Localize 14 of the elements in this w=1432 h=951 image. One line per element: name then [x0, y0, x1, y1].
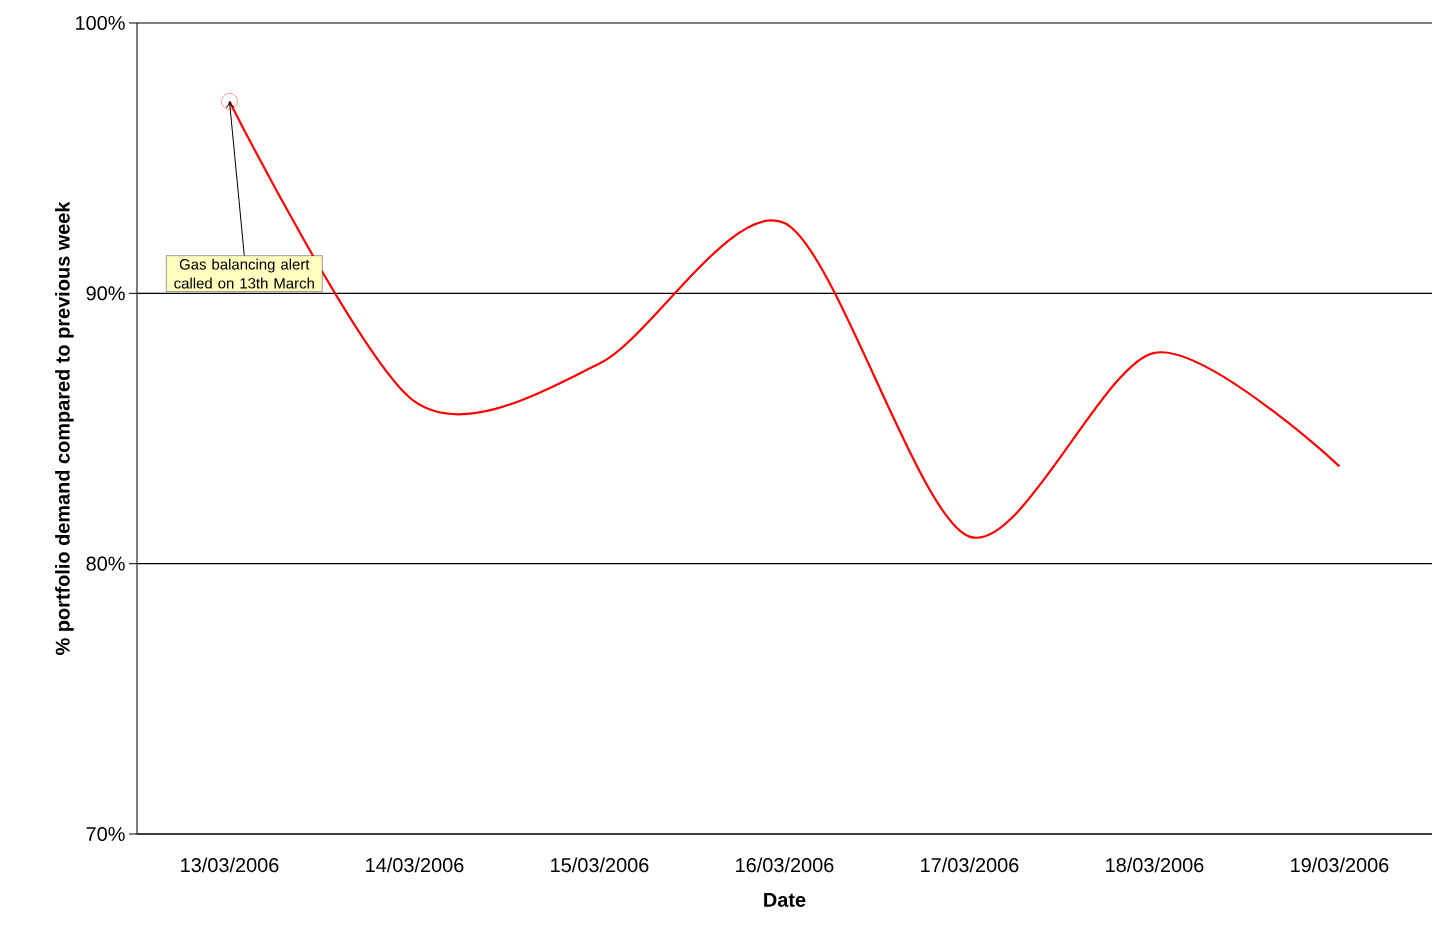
y-tick-label: 90%: [86, 286, 125, 301]
x-tick-label: 14/03/2006: [366, 857, 464, 873]
x-tick-label: 18/03/2006: [1106, 857, 1204, 873]
x-tick-label: 16/03/2006: [736, 857, 834, 873]
y-axis-title: % portfolio demand compared to previous week: [55, 201, 74, 655]
x-tick-label: 13/03/2006: [181, 857, 279, 873]
x-tick-label: 19/03/2006: [1291, 857, 1389, 873]
y-tick-label: 80%: [86, 556, 125, 571]
x-axis-title: Date: [764, 893, 806, 907]
y-tick-label: 100%: [76, 15, 125, 31]
x-tick-label: 15/03/2006: [551, 857, 649, 873]
x-tick-label: 17/03/2006: [921, 857, 1019, 873]
y-tick-label: 70%: [86, 826, 125, 842]
annotation: Gas balancing alert called on 13th March: [174, 258, 314, 289]
